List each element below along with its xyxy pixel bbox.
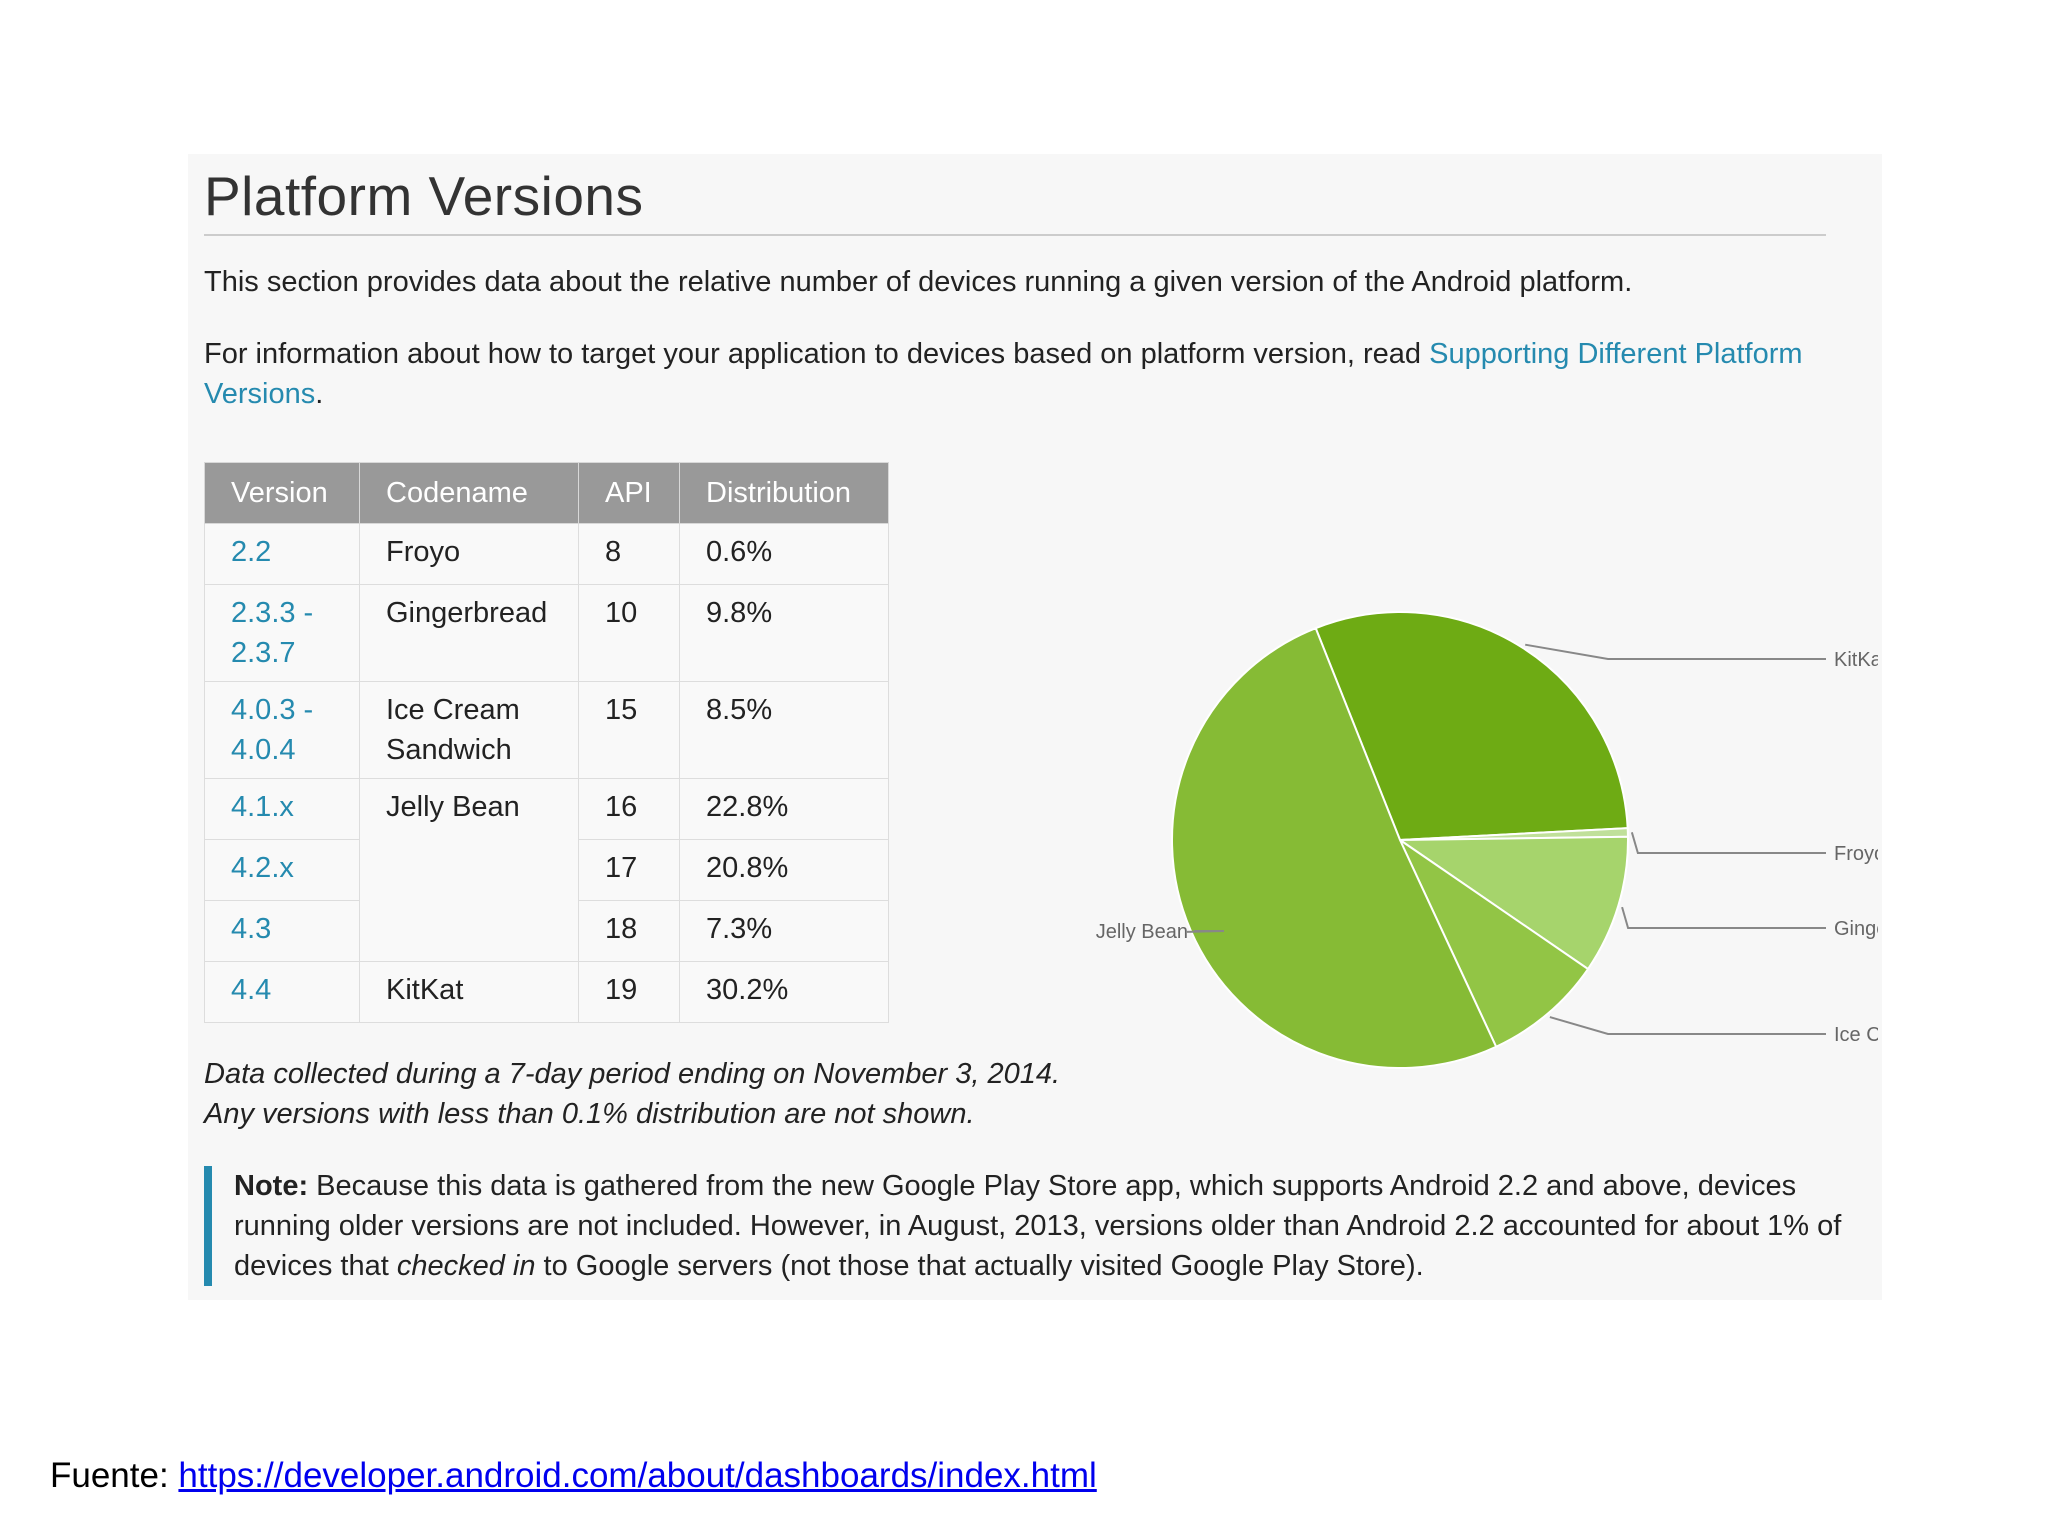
intro-paragraph: This section provides data about the rel…	[204, 266, 1633, 298]
header-version: Version	[204, 462, 360, 524]
source-citation: Fuente: https://developer.android.com/ab…	[50, 1456, 1097, 1496]
note-text-b: to Google servers (not those that actual…	[535, 1250, 1424, 1282]
page-title: Platform Versions	[204, 165, 644, 227]
info-text: For information about how to target your…	[204, 338, 1430, 370]
version-cell: 4.1.x	[204, 778, 360, 840]
leader-line-jelly-bean	[1186, 930, 1225, 933]
header-codename: Codename	[359, 462, 579, 524]
header-distribution: Distribution	[679, 462, 889, 524]
distribution-cell: 7.3%	[679, 900, 889, 962]
leader-line-ice-cream-sandwich	[1549, 1016, 1826, 1035]
note-label: Note:	[234, 1170, 309, 1202]
leader-line-gingerbread	[1621, 906, 1826, 929]
api-cell: 18	[578, 900, 680, 962]
distribution-cell: 8.5%	[679, 681, 889, 779]
version-link[interactable]: 2.2	[231, 536, 272, 568]
codename-cell: Froyo	[359, 523, 579, 585]
distribution-cell: 0.6%	[679, 523, 889, 585]
header-api: API	[578, 462, 680, 524]
codename-cell: Gingerbread	[359, 584, 579, 682]
version-cell: 4.4	[204, 961, 360, 1023]
footnote-line-1: Data collected during a 7-day period end…	[204, 1058, 1061, 1090]
codename-cell	[359, 839, 579, 901]
supporting-versions-link[interactable]: Supporting Different Platform Versions	[204, 338, 1803, 410]
pie-label-ice-cream-sandwich: Ice Cream Sandwich	[1834, 1024, 1878, 1046]
title-divider	[204, 234, 1826, 236]
api-cell: 17	[578, 839, 680, 901]
distribution-pie-chart: KitKat Froyo Gingerbread Ice Cream Sandwich…	[1096, 611, 1878, 1069]
api-cell: 15	[578, 681, 680, 779]
note-text-emphasis: checked in	[396, 1250, 536, 1282]
leader-line-froyo	[1630, 832, 1826, 854]
leader-line-kitkat	[1525, 643, 1826, 660]
platform-versions-table: Version Codename API Distribution 2.2 Fr…	[204, 462, 889, 1023]
distribution-cell: 9.8%	[679, 584, 889, 682]
codename-cell: KitKat	[359, 961, 579, 1023]
codename-cell: Jelly Bean	[359, 778, 579, 840]
api-cell: 8	[578, 523, 680, 585]
table-row: 2.3.3 - 2.3.7 Gingerbread 10 9.8%	[204, 584, 889, 682]
version-cell: 2.2	[204, 523, 360, 585]
version-cell: 4.2.x	[204, 839, 360, 901]
distribution-cell: 20.8%	[679, 839, 889, 901]
table-header-row: Version Codename API Distribution	[204, 462, 889, 524]
version-link[interactable]: 4.4	[231, 974, 272, 1006]
note-text-a: Because this data is gathered from the n…	[234, 1170, 1842, 1282]
table-row: 4.4 KitKat 19 30.2%	[204, 961, 889, 1023]
pie-slice-kitkat	[1314, 611, 1629, 842]
source-link[interactable]: https://developer.android.com/about/dash…	[178, 1456, 1097, 1495]
version-cell: 4.3	[204, 900, 360, 962]
codename-cell	[359, 900, 579, 962]
footnote-line-2: Any versions with less than 0.1% distrib…	[204, 1098, 975, 1130]
version-link[interactable]: 2.3.3 - 2.3.7	[231, 597, 314, 669]
pie-label-gingerbread: Gingerbread	[1834, 918, 1878, 940]
version-link[interactable]: 4.3	[231, 913, 272, 945]
table-row: 4.3 18 7.3%	[204, 900, 889, 962]
distribution-cell: 30.2%	[679, 961, 889, 1023]
pie-label-kitkat: KitKat	[1834, 649, 1878, 671]
version-link[interactable]: 4.2.x	[231, 852, 294, 884]
table-row: 4.1.x Jelly Bean 16 22.8%	[204, 778, 889, 840]
version-link[interactable]: 4.0.3 - 4.0.4	[231, 694, 314, 766]
codename-cell: Ice Cream Sandwich	[359, 681, 579, 779]
info-paragraph: For information about how to target your…	[204, 334, 1844, 414]
api-cell: 16	[578, 778, 680, 840]
dashboard-panel: Platform Versions This section provides …	[188, 154, 1882, 1300]
table-row: 2.2 Froyo 8 0.6%	[204, 523, 889, 585]
pie-slice-ice-cream-sandwich	[1397, 837, 1590, 1049]
table-row: 4.2.x 17 20.8%	[204, 839, 889, 901]
version-link[interactable]: 4.1.x	[231, 791, 294, 823]
pie-slice-jelly-bean	[1171, 626, 1498, 1069]
distribution-cell: 22.8%	[679, 778, 889, 840]
pie-slice-gingerbread	[1396, 835, 1629, 971]
data-footnote: Data collected during a 7-day period end…	[204, 1054, 1060, 1134]
version-cell: 4.0.3 - 4.0.4	[204, 681, 360, 779]
info-suffix: .	[315, 378, 324, 410]
api-cell: 10	[578, 584, 680, 682]
note-callout: Note: Because this data is gathered from…	[204, 1166, 1874, 1286]
source-label: Fuente:	[50, 1456, 179, 1495]
pie-label-froyo: Froyo	[1834, 843, 1878, 865]
version-cell: 2.3.3 - 2.3.7	[204, 584, 360, 682]
pie-label-jelly-bean: Jelly Bean	[1096, 921, 1188, 943]
api-cell: 19	[578, 961, 680, 1023]
table-row: 4.0.3 - 4.0.4 Ice Cream Sandwich 15 8.5%	[204, 681, 889, 779]
